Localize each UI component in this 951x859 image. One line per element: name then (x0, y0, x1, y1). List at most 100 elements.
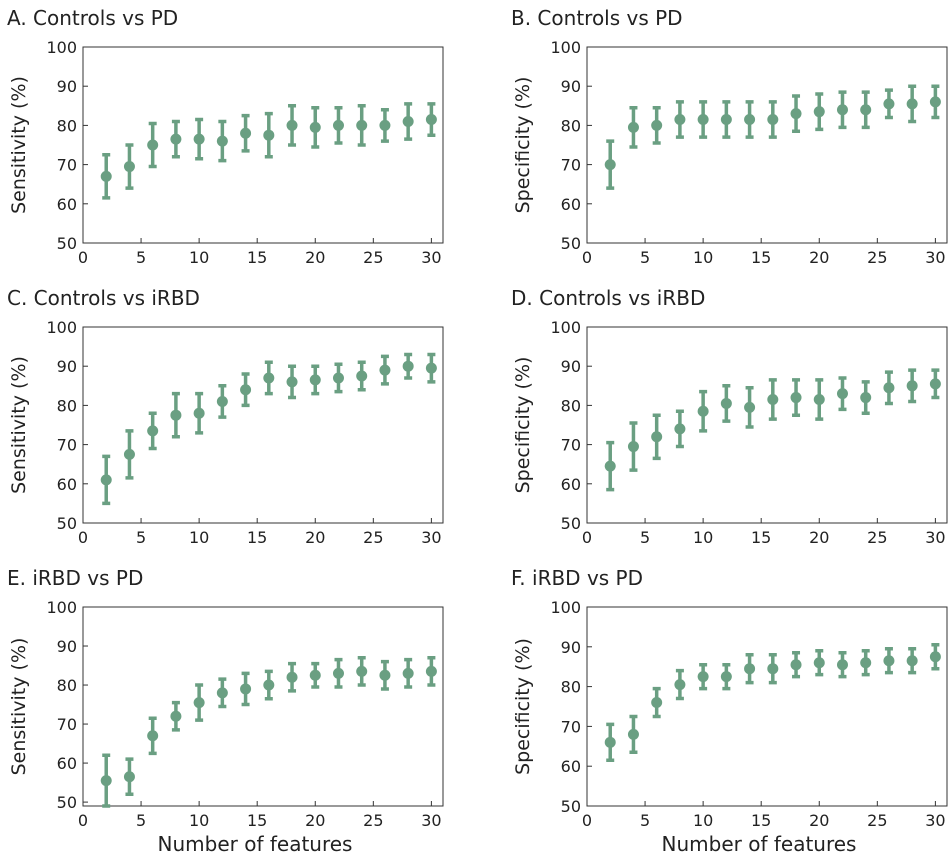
point (627, 728, 639, 740)
panel-title: D. Controls vs iRBD (511, 286, 705, 310)
point (123, 448, 135, 460)
point (425, 665, 437, 677)
y-tick-label: 70 (561, 436, 581, 455)
x-tick-label: 5 (640, 248, 650, 267)
point (860, 104, 872, 116)
x-tick-label: 30 (421, 248, 441, 267)
x-tick-label: 5 (640, 811, 650, 830)
point (697, 114, 709, 126)
point (193, 697, 205, 709)
y-tick-label: 90 (561, 357, 581, 376)
y-tick-label: 80 (561, 396, 581, 415)
y-tick-label: 50 (561, 234, 581, 253)
point (651, 431, 663, 443)
x-tick-label: 10 (693, 248, 713, 267)
x-tick-label: 0 (582, 528, 592, 547)
y-tick-label: 80 (561, 116, 581, 135)
y-tick-label: 70 (561, 717, 581, 736)
x-tick-label: 25 (867, 528, 887, 547)
point (813, 394, 825, 406)
y-tick-label: 50 (561, 797, 581, 816)
point (332, 667, 344, 679)
point (697, 671, 709, 683)
point (720, 397, 732, 409)
point (309, 669, 321, 681)
x-tick-label: 0 (78, 811, 88, 830)
y-tick-label: 70 (57, 156, 77, 175)
point (767, 114, 779, 126)
point (813, 657, 825, 669)
point (170, 133, 182, 145)
y-tick-label: 90 (57, 77, 77, 96)
x-tick-label: 15 (247, 528, 267, 547)
x-tick-label: 30 (925, 248, 945, 267)
point (332, 372, 344, 384)
x-tick-label: 25 (363, 528, 383, 547)
y-tick-label: 50 (561, 514, 581, 533)
plot-frame (586, 326, 948, 524)
x-tick-label: 10 (189, 528, 209, 547)
point (906, 655, 918, 667)
x-tick-label: 15 (247, 811, 267, 830)
x-tick-label: 25 (363, 811, 383, 830)
x-tick-label: 30 (925, 528, 945, 547)
y-tick-label: 100 (550, 598, 581, 617)
point (674, 679, 686, 691)
point (286, 119, 298, 131)
y-axis-label: Specificity (%) (512, 357, 534, 494)
x-tick-label: 0 (582, 248, 592, 267)
point (356, 119, 368, 131)
y-tick-label: 100 (550, 318, 581, 337)
point (193, 133, 205, 145)
point (123, 771, 135, 783)
x-tick-label: 5 (136, 528, 146, 547)
y-axis-label: Specificity (%) (512, 77, 534, 214)
panel-title: C. Controls vs iRBD (7, 286, 200, 310)
point (240, 683, 252, 695)
point (813, 106, 825, 118)
point (379, 669, 391, 681)
point (883, 382, 895, 394)
point (790, 659, 802, 671)
point (720, 114, 732, 126)
panel-title: A. Controls vs PD (7, 6, 178, 30)
x-tick-label: 10 (189, 248, 209, 267)
point (309, 121, 321, 133)
point (216, 135, 228, 147)
x-tick-label: 10 (693, 811, 713, 830)
point (402, 360, 414, 372)
y-axis-label: Specificity (%) (512, 638, 534, 775)
x-tick-label: 30 (925, 811, 945, 830)
point (929, 378, 941, 390)
point (193, 407, 205, 419)
y-tick-label: 90 (57, 357, 77, 376)
y-tick-label: 100 (46, 318, 77, 337)
point (216, 687, 228, 699)
y-tick-label: 60 (561, 475, 581, 494)
point (263, 129, 275, 141)
point (651, 697, 663, 709)
y-tick-label: 90 (561, 638, 581, 657)
plot-frame (82, 326, 444, 524)
point (332, 119, 344, 131)
point (240, 384, 252, 396)
point (309, 374, 321, 386)
point (100, 775, 112, 787)
y-tick-label: 80 (57, 116, 77, 135)
y-tick-label: 50 (57, 793, 77, 812)
point (147, 139, 159, 151)
point (100, 170, 112, 182)
point (425, 362, 437, 374)
x-tick-label: 5 (136, 811, 146, 830)
point (674, 423, 686, 435)
panel-title: F. iRBD vs PD (511, 566, 643, 590)
y-tick-label: 80 (561, 678, 581, 697)
x-tick-label: 20 (809, 528, 829, 547)
plot-frame (82, 46, 444, 244)
point (425, 114, 437, 126)
x-tick-label: 10 (189, 811, 209, 830)
point (170, 710, 182, 722)
x-tick-label: 5 (136, 248, 146, 267)
x-tick-label: 30 (421, 528, 441, 547)
